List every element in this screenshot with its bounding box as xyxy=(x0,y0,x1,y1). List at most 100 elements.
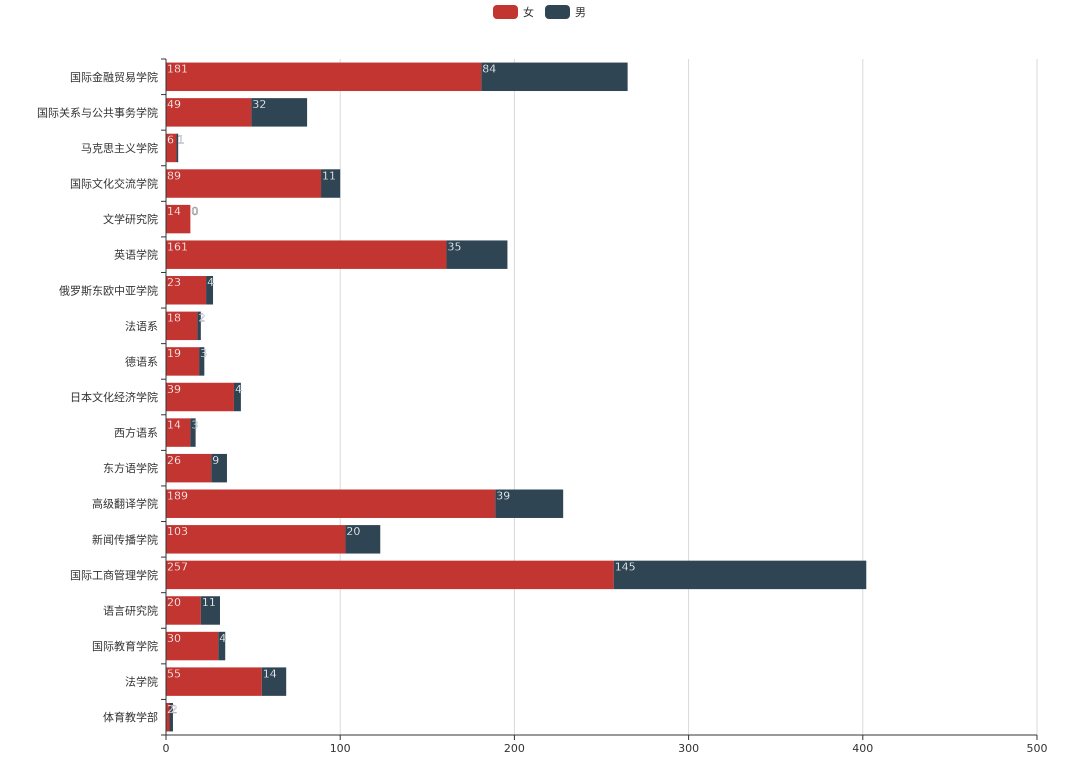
y-axis-label: 高级翻译学院 xyxy=(92,497,158,511)
bar-male xyxy=(345,525,381,554)
y-axis-label: 国际教育学院 xyxy=(92,639,158,653)
legend-swatch-female xyxy=(493,5,518,19)
bar-label-male: 14 xyxy=(263,667,277,680)
bar-label-male: 0 xyxy=(191,205,198,218)
bar-label-female: 6 xyxy=(167,134,174,147)
bar-female xyxy=(166,204,191,234)
bar-female xyxy=(166,667,262,696)
bar-label-male: 2 xyxy=(198,312,205,325)
bar-label-female: 18 xyxy=(167,312,181,325)
bar-male xyxy=(218,631,226,661)
bar-female xyxy=(166,347,200,376)
x-axis-tick-label: 100 xyxy=(330,742,351,755)
bar-label-female: 39 xyxy=(167,383,181,396)
bar-label-male: 3 xyxy=(200,347,207,360)
y-axis-label: 文学研究院 xyxy=(103,212,158,226)
y-axis-label: 国际金融贸易学院 xyxy=(70,70,158,84)
bar-label-male: 1 xyxy=(177,134,184,147)
y-axis-label: 国际关系与公共事务学院 xyxy=(37,105,158,119)
bar-label-female: 14 xyxy=(167,418,181,431)
bar-female xyxy=(166,702,170,732)
x-axis-tick-label: 0 xyxy=(163,742,170,755)
bar-label-male: 4 xyxy=(207,276,214,289)
bar-label-male: 39 xyxy=(496,490,510,503)
bar-label-male: 4 xyxy=(219,632,226,645)
bar-male xyxy=(206,276,214,305)
y-axis-label: 日本文化经济学院 xyxy=(70,390,158,404)
x-axis-tick-label: 200 xyxy=(504,742,525,755)
bar-label-male: 145 xyxy=(615,561,636,574)
y-axis-label: 德语系 xyxy=(125,354,158,368)
bar-label-female: 20 xyxy=(167,596,181,609)
bar-label-male: 11 xyxy=(202,596,216,609)
y-axis-label: 马克思主义学院 xyxy=(81,141,158,155)
bar-label-female: 55 xyxy=(167,667,181,680)
bar-male xyxy=(481,62,628,92)
bar-male xyxy=(261,667,287,696)
bar-female xyxy=(166,382,234,412)
bar-male xyxy=(251,98,308,127)
y-axis-label: 英语学院 xyxy=(114,248,158,262)
legend-label-male: 男 xyxy=(575,6,586,19)
bar-label-male: 4 xyxy=(235,383,242,396)
bar-label-female: 26 xyxy=(167,454,181,467)
bar-label-female: 19 xyxy=(167,347,181,360)
y-axis-label: 西方语系 xyxy=(114,426,158,440)
bar-female xyxy=(166,596,201,625)
bar-label-male: 84 xyxy=(482,63,496,76)
bar-label-female: 89 xyxy=(167,169,181,182)
bar-male xyxy=(233,382,241,412)
x-axis-tick-label: 500 xyxy=(1027,742,1048,755)
bar-label-male: 20 xyxy=(346,525,360,538)
y-axis-label: 法语系 xyxy=(125,319,158,333)
bar-male xyxy=(446,240,508,269)
bar-male xyxy=(495,489,564,518)
bar-label-male: 32 xyxy=(252,98,266,111)
y-axis-label: 体育教学部 xyxy=(103,710,158,724)
bar-female xyxy=(166,133,177,163)
bar-female xyxy=(166,62,482,92)
x-axis-tick-label: 400 xyxy=(852,742,873,755)
bar-female xyxy=(166,560,614,590)
legend-swatch-male xyxy=(545,5,570,19)
bar-label-female: 14 xyxy=(167,205,181,218)
bar-male xyxy=(200,596,221,625)
bar-male xyxy=(169,702,173,732)
bar-male xyxy=(176,133,179,163)
y-axis-label: 国际工商管理学院 xyxy=(70,568,158,582)
bar-female xyxy=(166,453,212,483)
bar-female xyxy=(166,525,346,554)
legend-label-female: 女 xyxy=(523,5,534,19)
y-axis-label: 东方语学院 xyxy=(103,461,158,475)
bar-label-male: 9 xyxy=(212,454,219,467)
bar-label-male: 11 xyxy=(322,169,336,182)
bar-male xyxy=(197,311,201,341)
bar-female xyxy=(166,169,322,198)
bar-label-male: 3 xyxy=(191,418,198,431)
x-axis-tick-label: 300 xyxy=(678,742,699,755)
bar-male xyxy=(190,418,196,447)
bar-male xyxy=(321,169,341,198)
bar-label-female: 189 xyxy=(167,490,188,503)
bar-female xyxy=(166,311,198,341)
bar-label-female: 30 xyxy=(167,632,181,645)
bar-female xyxy=(166,418,191,447)
bar-label-female: 181 xyxy=(167,63,188,76)
bar-male xyxy=(199,347,205,376)
bar-label-female: 2 xyxy=(167,703,174,716)
bar-label-female: 257 xyxy=(167,561,188,574)
y-axis-label: 俄罗斯东欧中亚学院 xyxy=(59,283,158,297)
y-axis-label: 国际文化交流学院 xyxy=(70,177,158,191)
bar-label-female: 49 xyxy=(167,98,181,111)
bar-label-female: 103 xyxy=(167,525,188,538)
bar-female xyxy=(166,489,496,518)
bar-label-male: 2 xyxy=(170,703,177,716)
bar-male xyxy=(613,560,867,590)
bar-female xyxy=(166,240,447,269)
bar-female xyxy=(166,276,207,305)
y-axis-label: 法学院 xyxy=(125,675,158,689)
y-axis-label: 新闻传播学院 xyxy=(92,532,158,546)
bar-female xyxy=(166,631,219,661)
